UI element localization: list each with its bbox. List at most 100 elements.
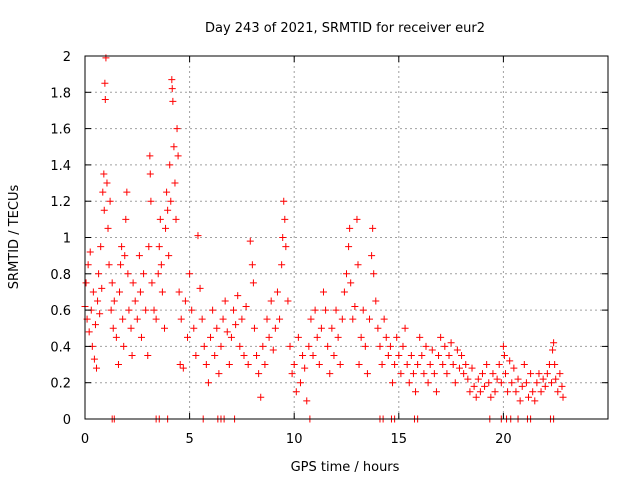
- data-point: [391, 361, 399, 369]
- data-point: [196, 284, 204, 292]
- data-point: [445, 351, 453, 359]
- data-point: [188, 306, 196, 314]
- data-point: [389, 379, 397, 387]
- data-point: [303, 397, 311, 405]
- data-point: [286, 342, 294, 350]
- data-point: [556, 370, 564, 378]
- data-point: [351, 302, 359, 310]
- data-point: [319, 288, 327, 296]
- data-point: [451, 379, 459, 387]
- data-point: [215, 370, 223, 378]
- data-point: [93, 364, 101, 372]
- data-point: [129, 279, 137, 287]
- data-point: [90, 355, 98, 363]
- data-points: [81, 54, 567, 423]
- data-point: [441, 342, 449, 350]
- data-point: [353, 215, 361, 223]
- data-point: [497, 379, 505, 387]
- data-point: [409, 370, 417, 378]
- data-point: [464, 375, 472, 383]
- data-point: [533, 379, 541, 387]
- data-point: [460, 370, 468, 378]
- chart-title: Day 243 of 2021, SRMTID for receiver eur…: [205, 21, 485, 36]
- data-point: [101, 79, 109, 87]
- data-point: [430, 370, 438, 378]
- data-point: [146, 170, 154, 178]
- data-point: [355, 361, 363, 369]
- ticks: [84, 55, 608, 420]
- data-point: [246, 237, 254, 245]
- data-point: [234, 292, 242, 300]
- data-point: [200, 342, 208, 350]
- data-point: [405, 379, 413, 387]
- data-point: [501, 370, 509, 378]
- data-point: [119, 315, 127, 323]
- data-point: [343, 270, 350, 278]
- data-point: [292, 388, 300, 396]
- data-point: [366, 315, 374, 323]
- data-point: [510, 364, 518, 372]
- data-point: [194, 232, 202, 240]
- data-point: [150, 306, 158, 314]
- data-point: [520, 361, 528, 369]
- data-point: [500, 351, 508, 359]
- data-point: [96, 310, 104, 318]
- data-point: [169, 97, 177, 105]
- data-point: [261, 361, 269, 369]
- data-point: [89, 288, 97, 296]
- data-point: [219, 315, 227, 323]
- data-point: [313, 333, 321, 341]
- data-point: [288, 370, 296, 378]
- data-point: [422, 342, 430, 350]
- data-point: [186, 270, 194, 278]
- data-point: [175, 288, 183, 296]
- data-point: [382, 333, 390, 341]
- data-point: [296, 379, 304, 387]
- data-point: [124, 270, 132, 278]
- data-point: [163, 188, 171, 196]
- data-point: [278, 261, 286, 269]
- data-point: [240, 351, 248, 359]
- data-point: [221, 297, 229, 305]
- data-point: [489, 370, 497, 378]
- data-point: [225, 361, 233, 369]
- data-point: [172, 215, 180, 223]
- data-point: [125, 306, 133, 314]
- data-point: [374, 324, 382, 332]
- data-point: [253, 351, 261, 359]
- data-point: [269, 346, 277, 354]
- data-point: [346, 224, 354, 232]
- data-point: [136, 288, 144, 296]
- data-point: [123, 188, 131, 196]
- data-point: [426, 361, 434, 369]
- data-point: [154, 270, 162, 278]
- data-point: [170, 143, 178, 151]
- data-point: [152, 315, 160, 323]
- data-point: [165, 252, 173, 260]
- data-point: [551, 361, 559, 369]
- data-point: [97, 243, 105, 251]
- data-point: [552, 375, 560, 383]
- data-point: [539, 375, 547, 383]
- data-point: [376, 342, 384, 350]
- data-point: [146, 152, 154, 160]
- data-point: [167, 197, 175, 205]
- y-tick-label: 1.8: [50, 86, 71, 101]
- data-point: [522, 379, 530, 387]
- data-point: [109, 324, 117, 332]
- data-point: [173, 125, 181, 133]
- data-point: [271, 324, 279, 332]
- data-point: [181, 297, 189, 305]
- data-point: [305, 342, 313, 350]
- data-point: [209, 306, 217, 314]
- data-point: [265, 333, 273, 341]
- data-point: [177, 315, 185, 323]
- data-point: [190, 324, 198, 332]
- data-point: [485, 379, 493, 387]
- data-point: [91, 321, 99, 329]
- data-point: [248, 261, 256, 269]
- data-point: [474, 375, 482, 383]
- data-point: [263, 315, 271, 323]
- data-point: [370, 270, 378, 278]
